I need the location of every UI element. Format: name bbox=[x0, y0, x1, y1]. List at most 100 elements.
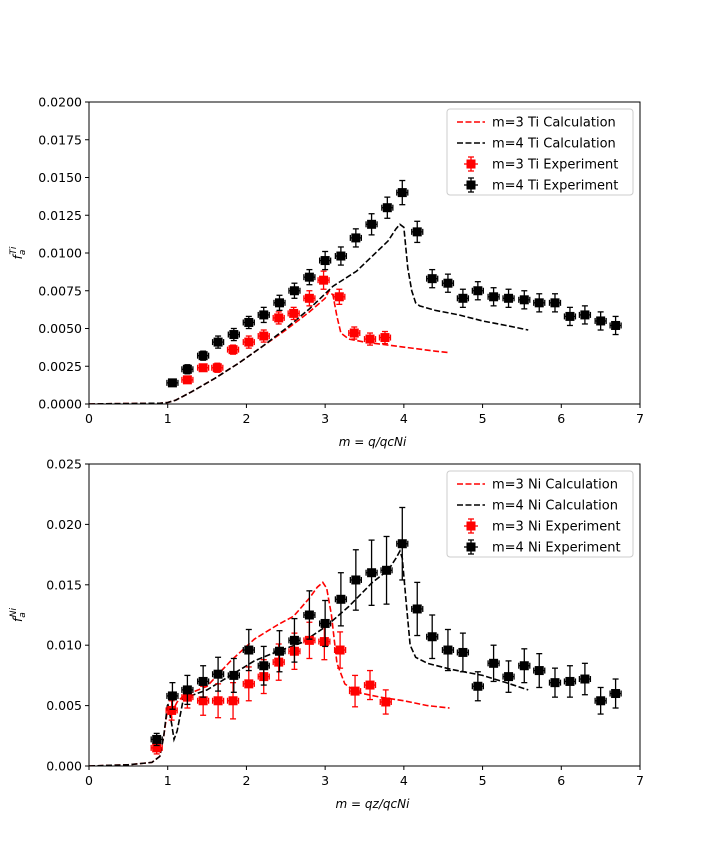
marker bbox=[397, 539, 407, 549]
data-point bbox=[150, 732, 163, 747]
x-tick-label: 5 bbox=[479, 411, 487, 426]
data-point bbox=[487, 287, 500, 307]
data-point bbox=[518, 648, 531, 684]
marker bbox=[427, 632, 437, 642]
y-tick-label: 0.0175 bbox=[38, 132, 82, 147]
marker bbox=[274, 657, 284, 667]
marker bbox=[489, 292, 499, 302]
x-tick-label: 5 bbox=[479, 773, 487, 788]
data-point bbox=[196, 665, 210, 698]
marker bbox=[397, 188, 407, 198]
data-point bbox=[594, 311, 607, 331]
data-point bbox=[365, 213, 378, 236]
y-tick-label: 0.010 bbox=[46, 638, 82, 653]
marker bbox=[334, 292, 344, 302]
marker bbox=[382, 565, 392, 575]
y-tick-label: 0.0050 bbox=[38, 321, 82, 336]
marker bbox=[336, 251, 346, 261]
marker bbox=[365, 334, 375, 344]
marker bbox=[427, 274, 437, 284]
data-point bbox=[242, 628, 255, 672]
y-axis-label: faTi bbox=[9, 246, 28, 259]
marker bbox=[304, 610, 314, 620]
marker bbox=[367, 219, 377, 229]
series-4 bbox=[150, 506, 622, 747]
data-point bbox=[594, 686, 607, 715]
plot-area bbox=[89, 506, 622, 766]
marker bbox=[152, 743, 162, 753]
marker bbox=[380, 333, 390, 343]
data-point bbox=[181, 364, 194, 375]
data-point bbox=[272, 311, 285, 325]
legend-label: m=4 Ti Calculation bbox=[492, 137, 616, 152]
data-point bbox=[166, 681, 179, 710]
data-point bbox=[363, 332, 377, 346]
marker bbox=[412, 227, 422, 237]
data-point bbox=[211, 335, 225, 349]
legend-label: m=4 Ni Experiment bbox=[492, 541, 621, 556]
data-point bbox=[396, 506, 409, 581]
marker bbox=[504, 293, 514, 303]
legend-frame bbox=[446, 470, 634, 558]
marker bbox=[289, 635, 299, 645]
data-point bbox=[563, 665, 577, 698]
legend-frame bbox=[446, 108, 634, 196]
data-point bbox=[533, 293, 546, 313]
data-point bbox=[563, 306, 577, 327]
x-tick-label: 6 bbox=[557, 773, 565, 788]
y-tick-label: 0.000 bbox=[46, 759, 82, 774]
data-point bbox=[471, 671, 485, 702]
marker bbox=[228, 345, 238, 355]
series-3 bbox=[181, 270, 392, 385]
data-point bbox=[242, 666, 255, 702]
marker bbox=[565, 311, 575, 321]
marker bbox=[212, 363, 222, 373]
data-point bbox=[381, 196, 394, 219]
marker bbox=[319, 275, 329, 285]
data-point bbox=[609, 315, 622, 336]
y-tick-label: 0.0025 bbox=[38, 359, 82, 374]
marker bbox=[351, 233, 361, 243]
data-point bbox=[502, 288, 515, 309]
data-point bbox=[441, 273, 455, 293]
marker bbox=[304, 293, 314, 303]
data-point bbox=[181, 375, 194, 385]
data-point bbox=[288, 617, 301, 663]
data-point bbox=[318, 622, 331, 661]
marker bbox=[565, 676, 575, 686]
data-point bbox=[411, 220, 424, 244]
legend-marker bbox=[466, 542, 476, 552]
data-point bbox=[518, 290, 531, 310]
legend: m=3 Ni Calculation m=4 Ni Calculation m=3 … bbox=[446, 470, 634, 558]
marker bbox=[611, 320, 621, 330]
series-1 bbox=[89, 289, 450, 404]
marker bbox=[458, 293, 468, 303]
marker bbox=[274, 298, 284, 308]
marker bbox=[182, 364, 192, 374]
series-2 bbox=[89, 548, 529, 766]
marker bbox=[213, 696, 223, 706]
data-point bbox=[380, 535, 393, 605]
data-point bbox=[548, 667, 562, 698]
data-point bbox=[456, 288, 470, 309]
data-point bbox=[196, 350, 210, 361]
data-point bbox=[273, 294, 286, 312]
y-tick-label: 0.015 bbox=[46, 577, 82, 592]
y-tick-label: 0.0000 bbox=[38, 397, 82, 412]
marker bbox=[213, 669, 223, 679]
data-point bbox=[317, 270, 330, 290]
data-point bbox=[533, 653, 546, 689]
data-point bbox=[211, 362, 224, 373]
marker bbox=[198, 351, 208, 361]
x-tick-label: 0 bbox=[85, 411, 93, 426]
legend-marker bbox=[466, 180, 476, 190]
legend-label: m=3 Ti Calculation bbox=[492, 116, 616, 131]
marker bbox=[244, 679, 254, 689]
marker bbox=[244, 317, 254, 327]
data-point bbox=[578, 305, 592, 325]
series-2 bbox=[89, 223, 529, 404]
marker bbox=[381, 697, 391, 707]
y-tick-label: 0.0100 bbox=[38, 246, 82, 261]
marker bbox=[349, 328, 359, 338]
series-4 bbox=[166, 179, 622, 388]
